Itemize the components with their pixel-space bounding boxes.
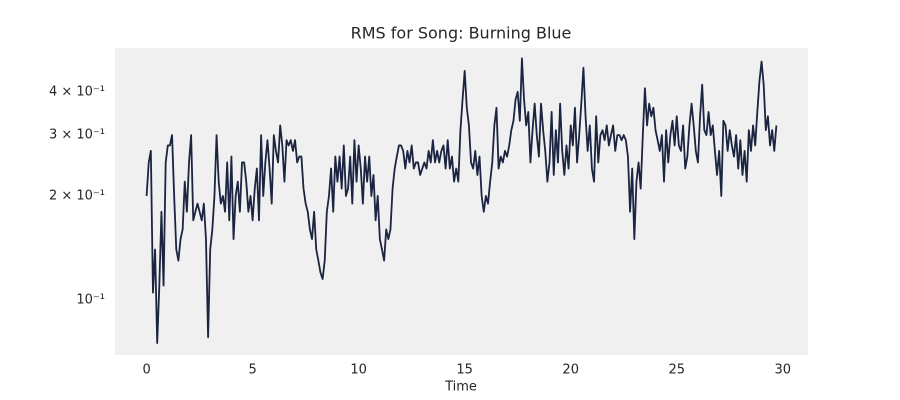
y-tick-label: 2 × 10⁻¹ [49, 188, 105, 203]
x-tick-label: 0 [142, 363, 150, 378]
x-tick-label: 30 [774, 363, 791, 378]
x-tick-label: 15 [456, 363, 473, 378]
x-axis-label: Time [444, 380, 477, 395]
chart-title: RMS for Song: Burning Blue [351, 24, 572, 43]
data-line [145, 57, 778, 345]
y-tick-label: 10⁻¹ [76, 292, 105, 307]
x-tick-label: 20 [562, 363, 579, 378]
x-tick-label: 5 [248, 363, 256, 378]
plot-area [115, 48, 808, 355]
y-tick-label: 3 × 10⁻¹ [49, 128, 105, 143]
x-tick-label: 10 [350, 363, 367, 378]
y-tick-label: 4 × 10⁻¹ [49, 84, 105, 99]
x-tick-label: 25 [668, 363, 685, 378]
